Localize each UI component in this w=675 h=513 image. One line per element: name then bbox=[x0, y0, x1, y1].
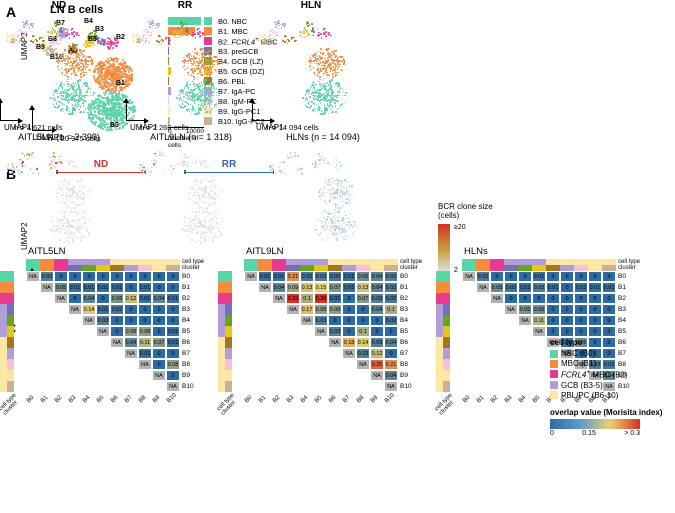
ct-legend-row: NBC (B0) bbox=[550, 349, 662, 358]
ct-legend-row: GCB (B3-5) bbox=[550, 381, 662, 390]
bcr-legend: BCR clone size (cells) ≥20 50 2 bbox=[438, 202, 508, 274]
heatmap-0: AITL5LNcell typeclusterNA0.03000000000B0… bbox=[0, 246, 204, 420]
bcr-facet-2: HLNs (n = 14 094) bbox=[264, 132, 382, 246]
cluster-tag-B0: B0 bbox=[110, 122, 119, 129]
facet-ND: NDUMAP1n = 4 621 cells bbox=[0, 0, 118, 132]
facet-RR: RRUMAP1n = 2 260 cells bbox=[126, 0, 244, 132]
panel-a-facets: NDUMAP1n = 4 621 cellsRRUMAP1n = 2 260 c… bbox=[0, 0, 675, 132]
celltype-legend: cell type NBC (B0)MBC (B1)FCRL4+ MBC (B2… bbox=[550, 338, 662, 437]
facet-HLN: HLNUMAP1n = 14 094 cells bbox=[252, 0, 370, 132]
bcr-facet-0: AITL5LN (n = 2 399) bbox=[0, 132, 118, 246]
panel-b-facets: AITL5LN (n = 2 399)AITL9LN (n = 1 318)HL… bbox=[0, 132, 675, 246]
ct-legend-row: FCRL4+ MBC (B2) bbox=[550, 369, 662, 380]
ct-legend-row: PBL/PC (B6-10) bbox=[550, 391, 662, 400]
heatmap-1: AITL9LNcell typeclusterNA0.010.010.210.0… bbox=[218, 246, 422, 420]
ct-legend-row: MBC (B1) bbox=[550, 359, 662, 368]
bcr-legend-title: BCR clone size (cells) bbox=[438, 202, 508, 220]
overlap-legend-title: overlap value (Morisita index) bbox=[550, 408, 662, 417]
bcr-facet-1: AITL9LN (n = 1 318) bbox=[132, 132, 250, 246]
celltype-legend-title: cell type bbox=[550, 338, 662, 347]
umap2-label-b: UMAP2 bbox=[20, 222, 29, 250]
